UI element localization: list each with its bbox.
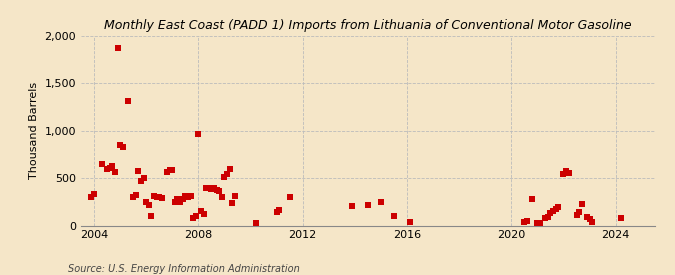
Point	[136, 179, 146, 183]
Point	[571, 213, 582, 217]
Point	[164, 167, 175, 172]
Point	[175, 200, 186, 204]
Point	[167, 168, 178, 173]
Point	[230, 194, 240, 198]
Point	[375, 200, 386, 204]
Point	[182, 195, 193, 199]
Point	[587, 220, 597, 224]
Point	[271, 210, 282, 214]
Point	[284, 195, 295, 199]
Point	[526, 197, 537, 202]
Point	[584, 217, 595, 222]
Point	[547, 209, 558, 213]
Point	[128, 195, 138, 199]
Point	[151, 195, 162, 199]
Point	[162, 170, 173, 175]
Point	[185, 194, 196, 198]
Point	[543, 215, 554, 219]
Point	[104, 166, 115, 170]
Point	[362, 202, 373, 207]
Point	[211, 188, 222, 192]
Point	[535, 221, 545, 225]
Point	[576, 202, 587, 206]
Point	[347, 204, 358, 208]
Point	[227, 201, 238, 205]
Point	[141, 200, 152, 204]
Point	[88, 192, 99, 196]
Point	[250, 221, 261, 225]
Point	[130, 193, 141, 197]
Point	[115, 143, 126, 147]
Point	[274, 208, 285, 213]
Point	[180, 194, 191, 198]
Point	[169, 200, 180, 204]
Point	[214, 189, 225, 194]
Point	[582, 215, 593, 220]
Point	[97, 162, 107, 166]
Point	[148, 194, 159, 198]
Point	[188, 216, 198, 221]
Point	[203, 185, 214, 190]
Point	[519, 220, 530, 224]
Point	[117, 145, 128, 149]
Point	[558, 172, 569, 177]
Point	[109, 170, 120, 175]
Point	[522, 219, 533, 223]
Point	[143, 202, 154, 207]
Point	[112, 46, 123, 50]
Point	[196, 209, 207, 213]
Point	[133, 169, 144, 174]
Point	[107, 164, 117, 168]
Point	[200, 186, 211, 191]
Point	[574, 210, 585, 214]
Point	[154, 195, 165, 199]
Point	[123, 99, 134, 103]
Point	[138, 176, 149, 180]
Y-axis label: Thousand Barrels: Thousand Barrels	[29, 82, 39, 179]
Point	[102, 166, 113, 171]
Point	[172, 197, 183, 201]
Point	[616, 216, 626, 221]
Title: Monthly East Coast (PADD 1) Imports from Lithuania of Conventional Motor Gasolin: Monthly East Coast (PADD 1) Imports from…	[104, 19, 632, 32]
Point	[224, 166, 235, 171]
Point	[198, 212, 209, 216]
Point	[221, 172, 232, 177]
Point	[550, 207, 561, 211]
Point	[178, 197, 188, 201]
Text: Source: U.S. Energy Information Administration: Source: U.S. Energy Information Administ…	[68, 264, 299, 274]
Point	[540, 216, 551, 220]
Point	[190, 214, 201, 218]
Point	[206, 187, 217, 192]
Point	[157, 196, 167, 200]
Point	[193, 132, 204, 137]
Point	[404, 220, 415, 224]
Point	[561, 169, 572, 174]
Point	[563, 171, 574, 175]
Point	[217, 195, 227, 199]
Point	[209, 185, 219, 190]
Point	[553, 204, 564, 209]
Point	[532, 221, 543, 225]
Point	[219, 175, 230, 179]
Point	[86, 195, 97, 199]
Point	[146, 214, 157, 218]
Point	[389, 214, 400, 219]
Point	[545, 211, 556, 215]
